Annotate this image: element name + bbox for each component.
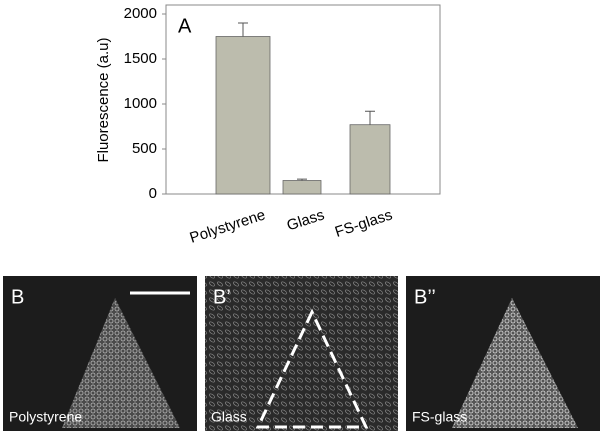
panel-label: B’ [213,286,231,308]
bar [215,36,271,195]
error-bar [365,110,375,125]
panel-label: A [178,15,192,37]
y-tick-label: 500 [132,140,157,157]
panel-caption: Polystyrene [9,409,82,425]
x-tick-label: FS-glass [333,206,395,240]
panel-label: B’’ [414,286,436,308]
y-tick-label: 0 [149,185,157,202]
cell-region [452,298,578,428]
y-tick-label: 1000 [124,95,157,112]
panel-caption: Glass [211,409,247,425]
error-bar [238,22,248,37]
image-panels [3,276,600,431]
error-bar [297,178,307,181]
panel-caption: FS-glass [412,409,467,425]
x-tick-label: Glass [285,206,327,234]
x-tick-label: Polystyrene [188,206,268,246]
bar [282,180,322,195]
y-tick-label: 2000 [124,5,157,22]
y-tick-label: 1500 [124,50,157,67]
bar [349,124,391,195]
pattern-outline [255,308,369,429]
panel-label: B [11,286,24,308]
cell-region [62,298,180,428]
image-panel [205,276,398,431]
y-axis-label: Fluorescence (a.u) [95,37,112,162]
plot-frame [165,4,441,195]
